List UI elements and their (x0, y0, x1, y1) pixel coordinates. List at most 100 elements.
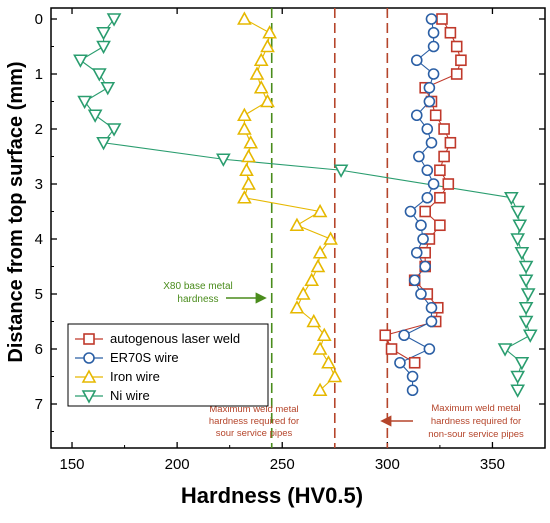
data-point-series2-11 (239, 162, 254, 177)
data-point-series1-9 (425, 136, 438, 149)
data-point-series2-17 (312, 245, 328, 259)
data-point-series3-12 (504, 191, 519, 206)
y-tick-label: 1 (35, 66, 43, 83)
sour-annotation-line2: hardness required for (209, 416, 299, 427)
data-point-series3-20 (518, 301, 534, 316)
data-point-series2-15 (289, 217, 305, 232)
data-point-series3-26 (510, 384, 526, 398)
series-line-0 (384, 18, 462, 364)
data-point-series1-18 (419, 260, 431, 273)
data-point-series1-26 (406, 370, 419, 383)
y-tick-label: 0 (35, 11, 43, 28)
legend-marker-3 (81, 390, 97, 404)
data-point-series2-8 (237, 121, 252, 135)
legend: autogenous laser weld ER70S wire Iron wi… (67, 323, 269, 407)
data-point-series0-11 (434, 164, 446, 177)
data-point-series3-4 (92, 68, 107, 82)
data-point-series3-15 (510, 233, 526, 247)
data-point-series0-1 (444, 26, 457, 39)
x-axis-title: Hardness (HV0.5) (181, 483, 363, 508)
data-point-series3-18 (518, 274, 534, 288)
data-point-series0-13 (434, 191, 446, 204)
data-point-series2-7 (237, 107, 252, 122)
data-point-series1-10 (413, 150, 425, 163)
sour-annotation-line3: sour service pipes (216, 428, 293, 439)
data-point-series1-13 (421, 191, 434, 204)
data-point-series3-16 (514, 246, 530, 261)
data-point-series0-8 (438, 123, 450, 135)
data-point-series2-12 (241, 176, 256, 190)
nonsour-annotation-line1: Maximum weld metal (431, 403, 520, 414)
data-point-series1-1 (427, 26, 440, 39)
data-point-series2-22 (306, 313, 322, 328)
x-tick-label: 150 (60, 456, 85, 473)
series-line-1 (399, 18, 435, 391)
data-point-series1-16 (417, 233, 429, 245)
x-tick-label: 200 (165, 456, 190, 473)
data-point-series1-2 (427, 40, 440, 53)
data-point-series1-4 (427, 68, 440, 80)
data-point-series2-10 (241, 148, 256, 163)
y-tick-label: 6 (35, 341, 43, 358)
data-point-series1-21 (425, 301, 438, 314)
data-point-series2-26 (327, 368, 343, 383)
data-point-series3-21 (518, 315, 534, 330)
data-point-series1-24 (423, 343, 436, 355)
data-point-series3-25 (510, 370, 526, 385)
data-point-series2-18 (310, 258, 326, 273)
data-point-series2-5 (253, 80, 269, 94)
legend-label-er70s: ER70S wire (110, 350, 179, 365)
legend-label-iron: Iron wire (110, 369, 160, 384)
data-point-series0-12 (442, 178, 455, 190)
data-point-series0-25 (408, 356, 421, 369)
legend-label-ni: Ni wire (110, 388, 150, 403)
data-point-series2-2 (260, 38, 275, 53)
data-point-series0-0 (436, 13, 448, 25)
data-point-series1-19 (408, 274, 421, 287)
data-point-series2-23 (316, 327, 332, 342)
data-point-series1-17 (410, 246, 423, 259)
data-point-series0-2 (450, 40, 463, 53)
y-tick-label: 3 (35, 176, 43, 193)
y-tick-label: 5 (35, 286, 43, 303)
legend-label-autogenous: autogenous laser weld (110, 331, 240, 346)
data-point-series2-27 (312, 382, 328, 397)
data-point-series2-6 (260, 93, 275, 108)
data-point-series3-3 (73, 54, 88, 68)
x-tick-label: 300 (375, 456, 400, 473)
data-point-series2-14 (312, 203, 328, 218)
data-point-series3-13 (510, 205, 526, 220)
legend-box (67, 323, 269, 407)
data-point-series0-23 (379, 329, 392, 342)
data-point-series1-15 (415, 219, 427, 232)
data-point-series1-3 (410, 54, 423, 67)
data-point-series3-9 (96, 136, 111, 151)
y-tick-label: 7 (35, 396, 43, 413)
legend-marker-1 (83, 352, 95, 364)
data-point-series3-6 (77, 95, 92, 110)
x-tick-label: 350 (480, 456, 505, 473)
data-point-series2-19 (304, 272, 320, 287)
data-point-series0-3 (455, 54, 467, 67)
data-point-series0-7 (429, 109, 442, 122)
data-point-series2-1 (262, 25, 277, 39)
data-point-series3-2 (96, 40, 111, 55)
data-point-series1-12 (427, 178, 440, 190)
data-point-series3-23 (497, 343, 513, 357)
x80-annotation-line2: hardness (177, 294, 218, 305)
data-point-series1-14 (404, 205, 417, 218)
data-point-series1-22 (425, 315, 438, 328)
y-tick-label: 2 (35, 121, 43, 138)
sour-annotation-line1: Maximum weld metal (209, 404, 298, 415)
y-tick-label: 4 (35, 231, 43, 248)
data-point-series1-8 (421, 123, 434, 135)
data-point-series2-24 (312, 341, 328, 355)
data-point-series2-4 (249, 66, 265, 80)
data-point-series2-0 (237, 11, 252, 25)
series-line-2 (243, 18, 336, 391)
data-point-series2-20 (295, 286, 311, 300)
plot-area: 150 200 250 300 350 0 1 2 3 4 5 6 7 (35, 7, 546, 473)
data-point-series0-10 (438, 150, 450, 163)
data-point-series3-7 (87, 109, 103, 123)
